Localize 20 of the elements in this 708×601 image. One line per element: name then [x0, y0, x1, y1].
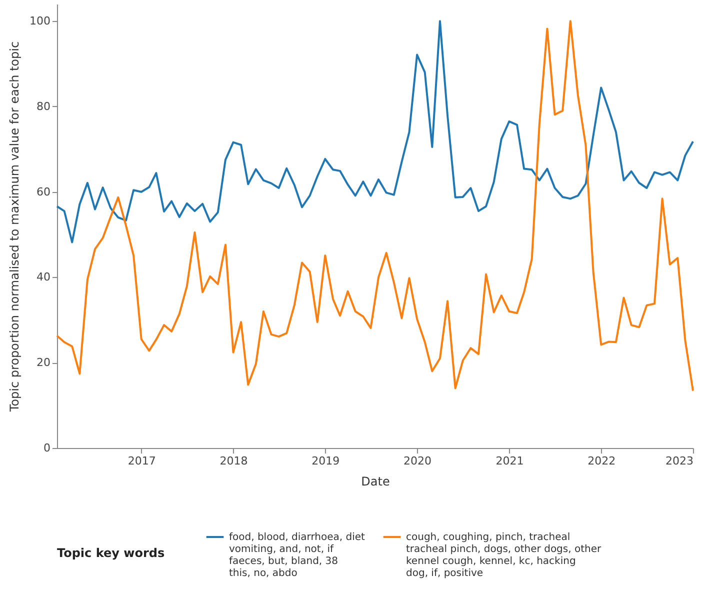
y-tick-label: 0 — [44, 442, 50, 454]
x-tick-label: 2023 — [666, 454, 694, 468]
x-tick-label: 2017 — [128, 454, 156, 468]
legend-title: Topic key words — [57, 546, 165, 560]
x-tick-label: 2018 — [220, 454, 248, 468]
y-tick-label: 60 — [36, 185, 50, 198]
x-tick-label: 2019 — [312, 454, 340, 468]
x-tick-label: 2020 — [404, 454, 432, 468]
x-tick-label: 2022 — [588, 454, 616, 468]
x-tick-label: 2021 — [496, 454, 524, 468]
y-tick-label: 20 — [36, 356, 50, 370]
y-tick-label: 80 — [36, 100, 50, 113]
y-tick-label: 40 — [36, 270, 50, 284]
line-series — [56, 20, 694, 244]
line-series — [56, 20, 694, 392]
y-axis-title: Topic proportion normalised to maximum value for each topic — [8, 41, 22, 413]
legend-label: food, blood, diarrhoea, diet vomiting, and, not, if faeces, but, bland, 38 this, no, abdo — [229, 532, 366, 579]
y-tick-label: 100 — [30, 14, 50, 28]
x-axis-title: Date — [361, 474, 390, 488]
legend-label: cough, coughing, pinch, tracheal tracheal pinch, dogs, other dogs, other kennel cough, kennel, kc, hacking dog, if, positive — [406, 532, 602, 579]
